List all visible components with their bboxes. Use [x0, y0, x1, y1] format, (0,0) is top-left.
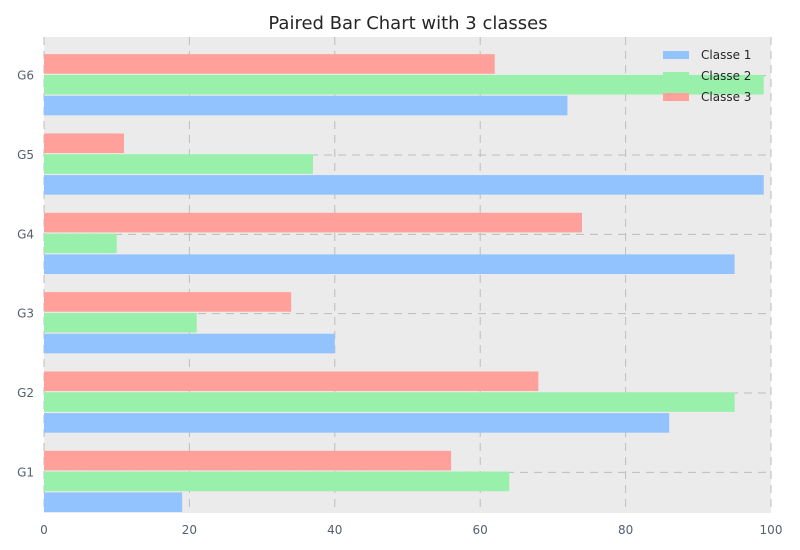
- bar-classe-3-g4: [44, 212, 582, 233]
- legend-label: Classe 2: [701, 69, 751, 83]
- legend-swatch: [663, 72, 689, 80]
- bar-classe-1-g5: [44, 175, 764, 195]
- bar-classe-3-g3: [44, 292, 292, 312]
- x-tick-label: 0: [40, 523, 48, 537]
- x-tick-label: 100: [760, 523, 783, 537]
- bar-classe-2-g4: [44, 233, 117, 254]
- y-tick-label: G3: [17, 307, 34, 321]
- plot-area: [44, 37, 771, 513]
- legend-swatch: [663, 51, 689, 59]
- bar-classe-3-g6: [44, 54, 495, 74]
- x-tick-label: 40: [327, 523, 342, 537]
- bar-classe-3-g2: [44, 371, 539, 392]
- bar-classe-2-g1: [44, 471, 510, 492]
- y-tick-label: G4: [17, 227, 34, 241]
- bar-classe-1-g2: [44, 413, 670, 433]
- y-tick-label: G1: [17, 465, 34, 479]
- ticks: 0 20 40 60 80 100 G1 G2 G3 G4 G5 G6: [17, 69, 782, 537]
- bar-classe-3-g5: [44, 133, 124, 154]
- bar-classe-1-g6: [44, 95, 568, 116]
- y-tick-label: G2: [17, 386, 34, 400]
- bar-classe-2-g6: [44, 74, 764, 95]
- x-tick-label: 60: [473, 523, 488, 537]
- x-tick-label: 20: [182, 523, 197, 537]
- bar-classe-2-g3: [44, 312, 197, 333]
- bar-classe-2-g2: [44, 392, 735, 412]
- chart-title: Paired Bar Chart with 3 classes: [268, 13, 547, 34]
- bar-classe-3-g1: [44, 450, 452, 471]
- bar-classe-1-g1: [44, 492, 183, 512]
- legend-label: Classe 1: [701, 48, 751, 62]
- bar-classe-1-g3: [44, 333, 335, 354]
- bars: [44, 54, 764, 512]
- legend-swatch: [663, 93, 689, 101]
- bar-classe-1-g4: [44, 254, 735, 274]
- legend: Classe 1 Classe 2 Classe 3: [663, 48, 751, 104]
- y-tick-label: G6: [17, 69, 34, 83]
- y-tick-label: G5: [17, 148, 34, 162]
- legend-label: Classe 3: [701, 90, 751, 104]
- x-tick-label: 80: [618, 523, 633, 537]
- bar-classe-2-g5: [44, 154, 313, 174]
